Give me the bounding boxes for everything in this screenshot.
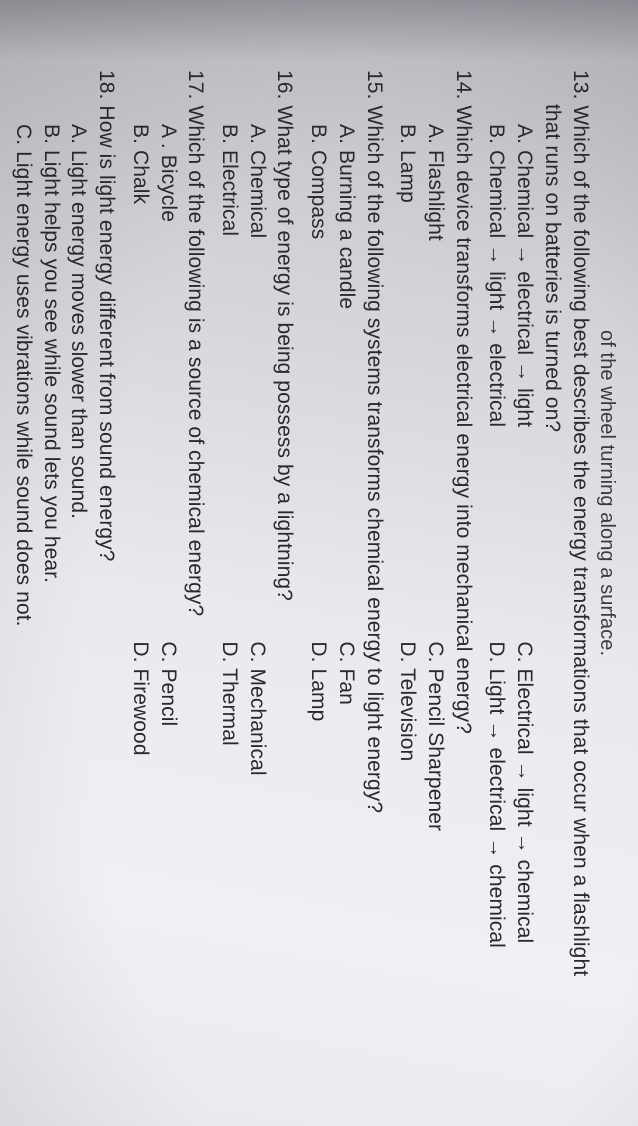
q14-stem: 14. Which device transforms electrical e… [449, 70, 477, 1082]
q14-option-a[interactable]: A. Flashlight [421, 124, 449, 641]
q15-option-c[interactable]: C. Fan [332, 641, 360, 1082]
q14-option-b[interactable]: B. Lamp [394, 124, 422, 641]
question-17: 17. Which of the following is a source o… [126, 70, 209, 1082]
q16-option-c[interactable]: C. Mechanical [243, 641, 271, 1082]
question-15: 15. Which of the following systems trans… [304, 70, 387, 1082]
q16-option-a[interactable]: A. Chemical [243, 124, 271, 641]
q13-option-d[interactable]: D. Light → electrical → chemical [483, 641, 511, 1082]
q17-option-b[interactable]: B. Chalk [126, 124, 154, 641]
q15-option-b[interactable]: B. Compass [304, 124, 332, 641]
q16-option-d[interactable]: D. Thermal [215, 641, 243, 1082]
q14-option-c[interactable]: C. Pencil Sharpener [421, 641, 449, 1082]
q16-option-b[interactable]: B. Electrical [215, 124, 243, 641]
q15-option-a[interactable]: A. Burning a candle [332, 124, 360, 641]
fragment-previous: of the wheel turning along a surface. [594, 70, 620, 1082]
q16-stem: 16. What type of energy is being possess… [271, 70, 299, 1082]
question-16: 16. What type of energy is being possess… [215, 70, 298, 1082]
question-14: 14. Which device transforms electrical e… [394, 70, 477, 1082]
q18-option-a[interactable]: A. Light energy moves slower than sound. [65, 124, 93, 1082]
q18-option-c[interactable]: C. Light energy uses vibrations while so… [9, 124, 37, 1082]
q13-option-c[interactable]: C. Electrical → light → chemical [510, 641, 538, 1082]
q13-option-b[interactable]: B. Chemical → light → electrical [483, 124, 511, 641]
q13-option-a[interactable]: A. Chemical → electrical → light [510, 124, 538, 641]
question-18: 18. How is light energy different from s… [9, 70, 120, 1082]
q15-stem: 15. Which of the following systems trans… [360, 70, 388, 1082]
q13-stem-line2: that runs on batteries is turned on? [538, 70, 566, 1082]
q15-option-d[interactable]: D. Lamp [304, 641, 332, 1082]
q17-option-d[interactable]: D. Firewood [126, 641, 154, 1082]
q17-option-a[interactable]: A . Bicycle [154, 124, 182, 641]
q14-option-d[interactable]: D. Television [394, 641, 422, 1082]
q17-option-c[interactable]: C. Pencil [154, 641, 182, 1082]
q13-stem-line1: 13. Which of the following best describe… [566, 70, 594, 1082]
q18-stem: 18. How is light energy different from s… [92, 70, 120, 1082]
question-13: of the wheel turning along a surface. 13… [483, 70, 620, 1082]
q17-stem: 17. Which of the following is a source o… [182, 70, 210, 1082]
q18-option-b[interactable]: B. Light helps you see while sound lets … [37, 124, 65, 1082]
